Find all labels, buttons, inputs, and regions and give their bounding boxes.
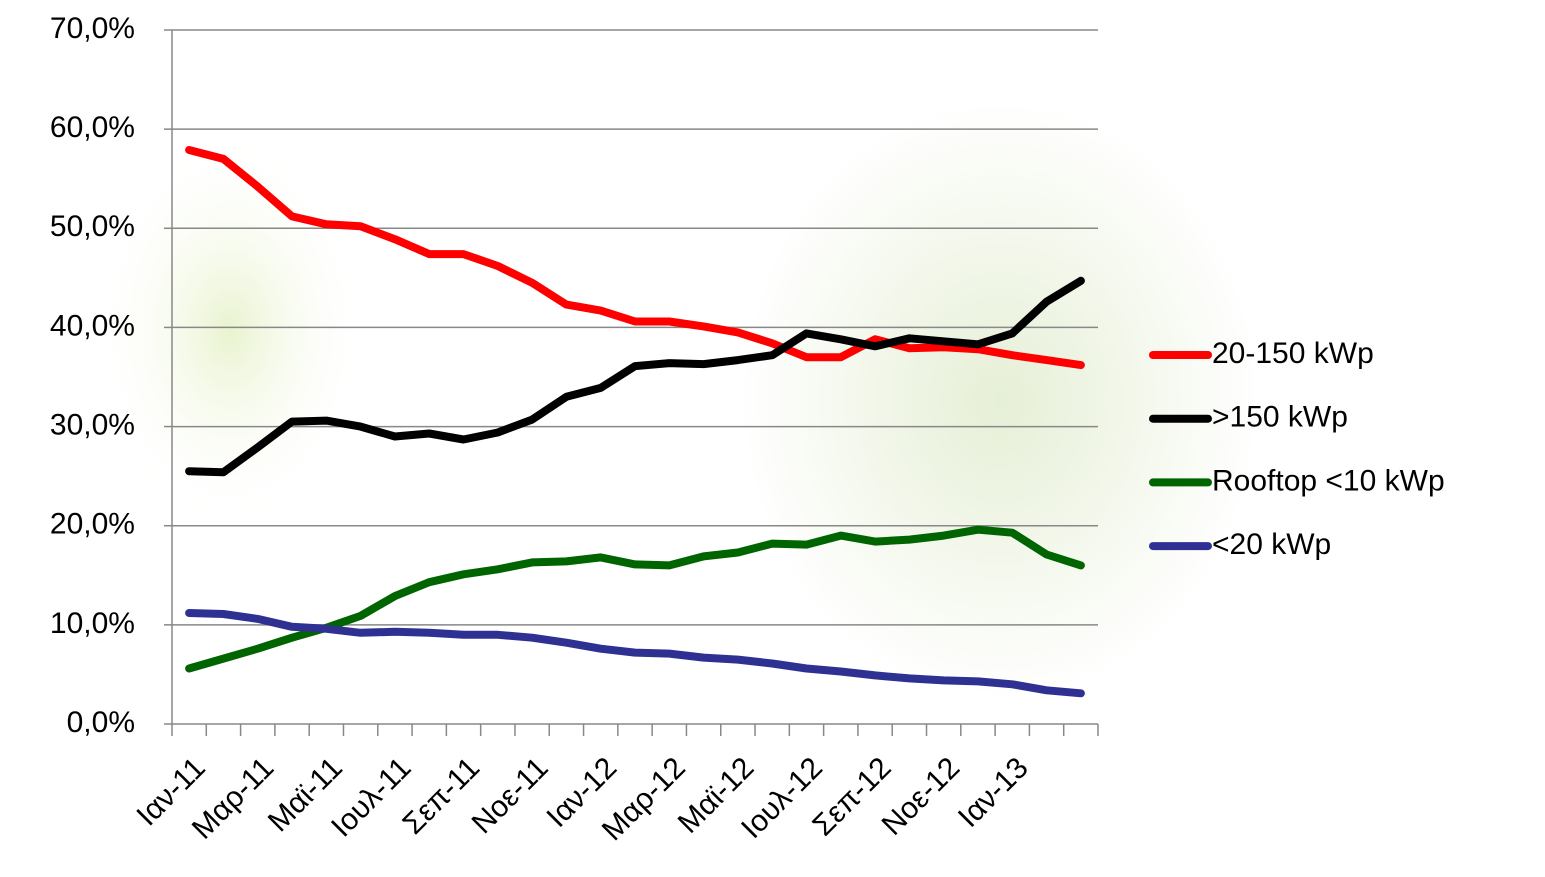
background-decoration — [90, 130, 370, 530]
legend-label: Rooftop <10 kWp — [1212, 464, 1445, 497]
y-tick-label: 0,0% — [67, 706, 135, 739]
y-tick-label: 40,0% — [50, 309, 135, 342]
legend-label: 20-150 kWp — [1212, 337, 1374, 370]
series-line — [185, 276, 1085, 477]
legend-label: >150 kWp — [1212, 401, 1348, 434]
y-tick-label: 50,0% — [50, 210, 135, 243]
series-line — [185, 609, 1085, 698]
series-line — [185, 146, 1085, 370]
background-decoration — [740, 100, 1260, 700]
y-tick-label: 10,0% — [50, 607, 135, 640]
series-line — [185, 525, 1085, 673]
legend-label: <20 kWp — [1212, 528, 1331, 561]
y-tick-label: 20,0% — [50, 508, 135, 541]
y-tick-label: 30,0% — [50, 408, 135, 441]
y-tick-label: 60,0% — [50, 111, 135, 144]
y-tick-label: 70,0% — [50, 12, 135, 45]
